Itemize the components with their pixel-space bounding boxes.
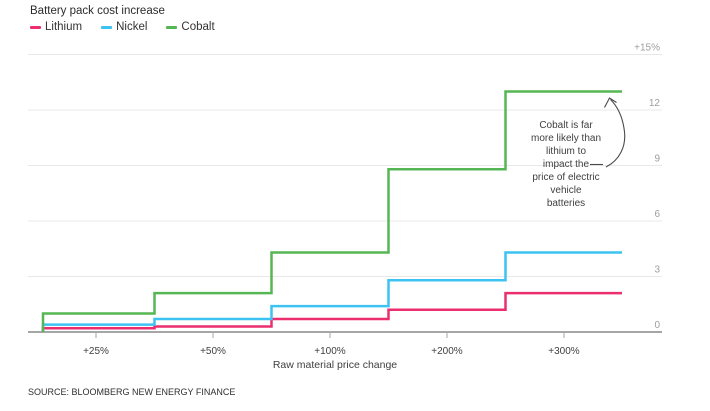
legend-item-nickel: Nickel <box>101 21 147 33</box>
annotation-arrow-curve <box>605 99 626 168</box>
legend-label-lithium: Lithium <box>45 21 83 33</box>
x-axis-title: Raw material price change <box>272 359 398 371</box>
chart-title: Battery pack cost increase <box>30 5 165 17</box>
y-axis-label: 0 <box>654 320 660 331</box>
y-axis-label: 6 <box>654 209 660 220</box>
nickel-line-swatch-icon <box>101 25 113 29</box>
annotation-arrowhead-icon <box>604 97 617 108</box>
x-axis-label: +100% <box>314 346 346 357</box>
gridlines-group <box>28 54 662 333</box>
y-axis-label: 12 <box>649 98 661 109</box>
x-axis-label: +50% <box>200 346 226 357</box>
series-line-cobalt <box>41 90 622 332</box>
legend-label-cobalt: Cobalt <box>181 21 215 33</box>
legend-label-nickel: Nickel <box>116 21 148 33</box>
annotation-arrow <box>590 97 626 168</box>
y-axis-label: 9 <box>654 154 660 165</box>
legend-item-cobalt: Cobalt <box>166 21 215 33</box>
lithium-line-swatch-icon <box>30 25 41 29</box>
x-axis-label: +25% <box>83 346 109 357</box>
x-axis-label: +200% <box>431 346 463 357</box>
y-axis-label: 3 <box>654 265 660 276</box>
cobalt-line-swatch-icon <box>166 25 178 29</box>
annotation-text: Cobalt is far more likely than lithium t… <box>530 120 602 209</box>
y-axis-label: +15% <box>634 43 660 54</box>
x-axis-label: +300% <box>548 346 580 357</box>
source-credit: SOURCE: BLOOMBERG NEW ENERGY FINANCE <box>28 387 236 397</box>
legend: Lithium Nickel Cobalt <box>30 21 215 33</box>
axes-group: 0 3 6 9 12 +15% +25% +50% +100% +200% +300% <box>83 43 660 358</box>
series-group <box>41 90 622 332</box>
series-line-nickel <box>41 251 622 332</box>
legend-item-lithium: Lithium <box>30 21 82 33</box>
